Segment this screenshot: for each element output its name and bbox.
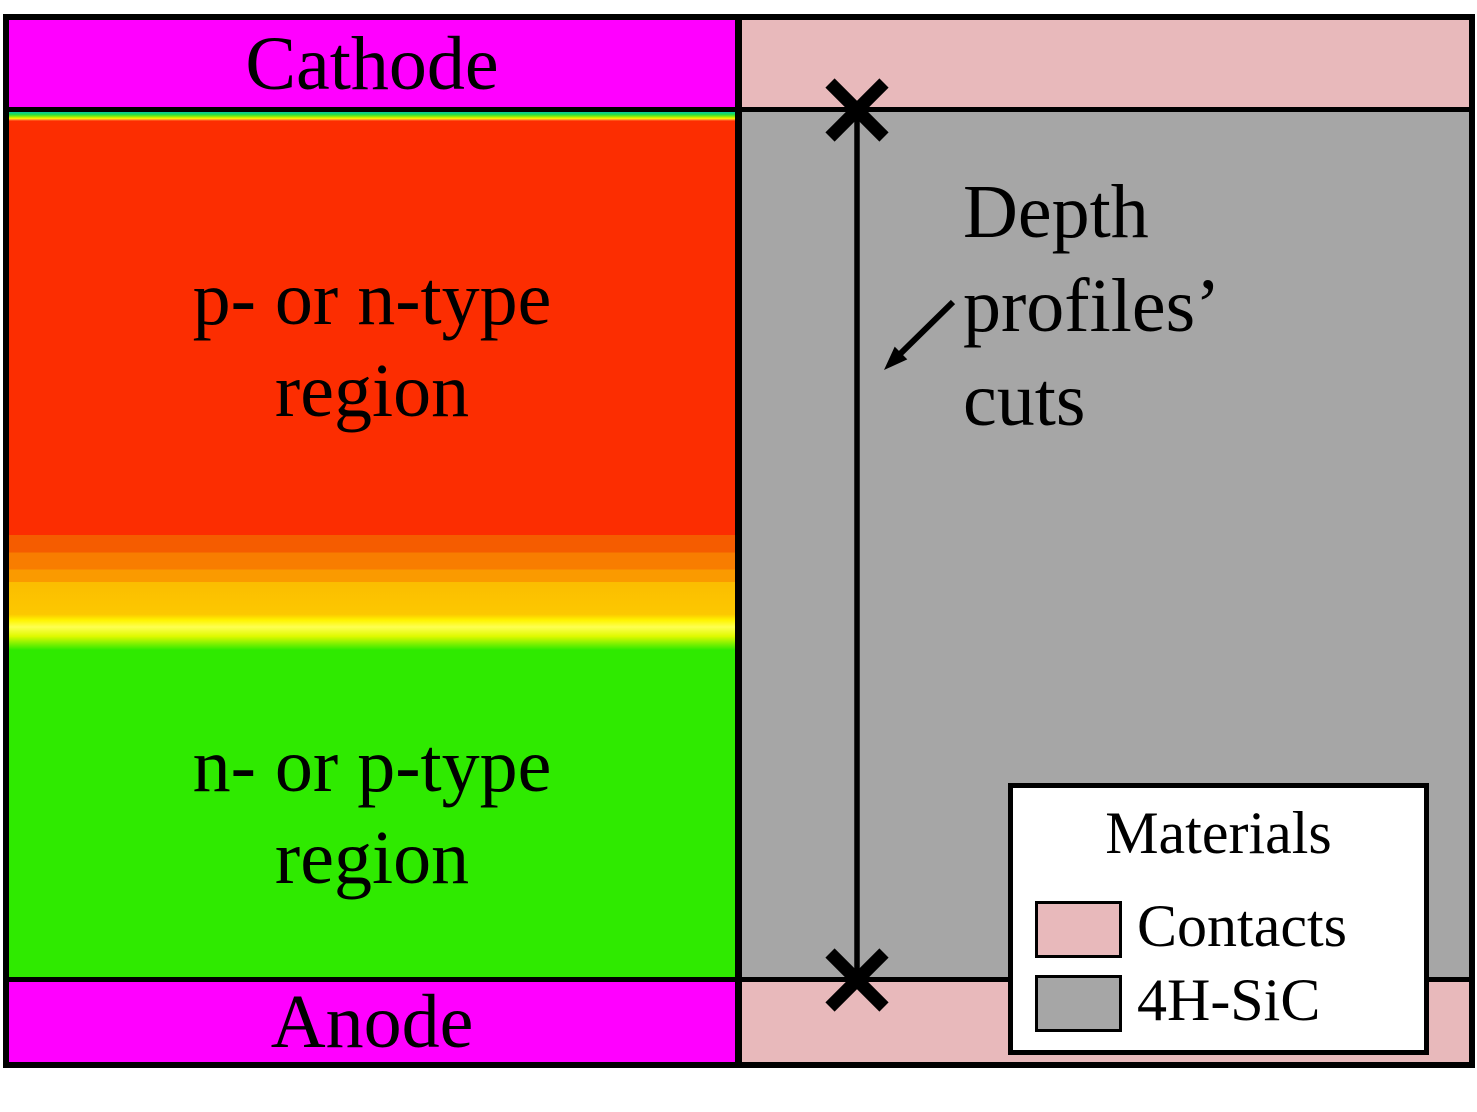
legend-swatch-contacts [1035,901,1122,958]
doping-transition-gradient [9,535,735,650]
n-or-p-region [9,650,735,977]
region-label-line: p- or n-type [192,257,552,341]
legend-swatch-sic [1035,975,1122,1032]
legend-title: Materials [1105,800,1332,866]
p-or-n-region [9,121,735,535]
cathode-junction-gradient [9,112,735,121]
annotation-line: Depth [963,170,1149,254]
depth-cuts-annotation: Depth profiles’ cuts [963,165,1293,447]
materials-legend: Materials Contacts 4H-SiC [1008,783,1429,1055]
p-or-n-region-label: p- or n-type region [9,253,735,437]
anode-label: Anode [270,980,474,1064]
panel-divider [735,20,742,1062]
top-contact-bar [742,20,1469,107]
legend-label-contacts: Contacts [1137,893,1347,959]
cathode-label: Cathode [245,21,499,106]
legend-label-sic: 4H-SiC [1137,967,1321,1033]
top-contact-junction-line [742,107,1469,112]
cathode-junction-line [9,107,735,112]
anode-bar: Anode [9,982,735,1062]
region-label-line: region [274,349,470,433]
doping-profile-panel: Cathode Anode p- or n-type region n- or … [9,20,735,1062]
anode-junction-line [9,977,735,982]
n-or-p-region-label: n- or p-type region [9,720,735,904]
annotation-line: cuts [963,358,1086,442]
region-label-line: region [274,816,470,900]
annotation-line: profiles’ [963,264,1221,348]
region-label-line: n- or p-type [192,724,552,808]
cathode-bar: Cathode [9,20,735,107]
